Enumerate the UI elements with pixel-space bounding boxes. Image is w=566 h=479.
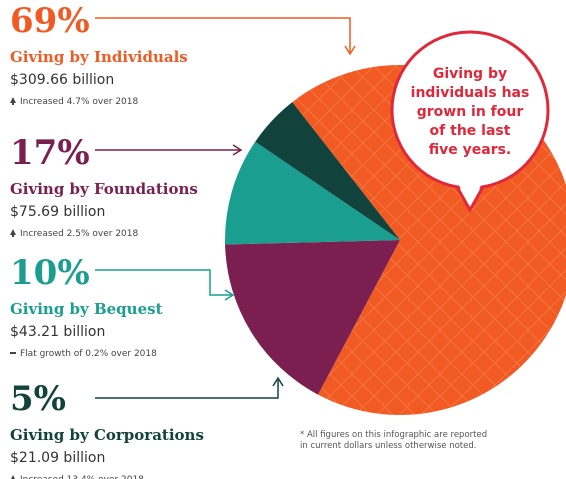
flat-icon <box>10 352 16 354</box>
percent-label: 17% <box>10 133 90 173</box>
labels: 69% Giving by Individuals $309.66 billion I… <box>10 1 529 479</box>
callout-text: of the last <box>430 123 511 139</box>
arrow <box>95 269 232 296</box>
amount: $75.69 billion <box>10 204 105 220</box>
arrow <box>95 17 351 52</box>
amount: $309.66 billion <box>10 72 114 88</box>
growth-note: Increased 2.5% over 2018 <box>20 229 138 239</box>
callout-text: grown in four <box>417 104 524 120</box>
arrow-head <box>272 376 284 387</box>
category-label: Giving by Foundations <box>10 180 198 198</box>
up-icon <box>10 97 16 105</box>
callout-text: Giving by <box>433 66 507 82</box>
category-label: Giving by Individuals <box>10 48 188 66</box>
pie-slice <box>255 102 400 241</box>
up-icon <box>11 475 15 479</box>
arrow <box>95 380 279 399</box>
growth-note: Increased 13.4% over 2018 <box>20 475 144 479</box>
growth-note: Flat growth of 0.2% over 2018 <box>20 349 157 359</box>
arrows <box>95 17 356 399</box>
arrow-head <box>344 45 356 56</box>
callout <box>390 30 550 214</box>
percent-label: 10% <box>10 253 90 293</box>
arrow-head <box>224 289 235 301</box>
growth-note: Increased 4.7% over 2018 <box>20 97 138 107</box>
pie-slice <box>225 141 400 245</box>
category-label: Giving by Corporations <box>10 426 204 444</box>
category-label: Giving by Bequest <box>10 300 163 318</box>
arrow-head <box>232 144 243 156</box>
callout-text: individuals has <box>411 85 530 101</box>
footnote: * All figures on this infographic are re… <box>300 430 487 440</box>
amount: $21.09 billion <box>10 450 105 466</box>
up-icon <box>10 229 16 237</box>
footnote: in current dollars unless otherwise note… <box>300 441 476 451</box>
percent-label: 5% <box>10 379 66 419</box>
callout-pointer-fill <box>454 176 486 206</box>
amount: $43.21 billion <box>10 324 105 340</box>
pie-slice <box>225 240 400 395</box>
percent-label: 69% <box>10 1 90 41</box>
callout-text: five years. <box>429 142 512 158</box>
